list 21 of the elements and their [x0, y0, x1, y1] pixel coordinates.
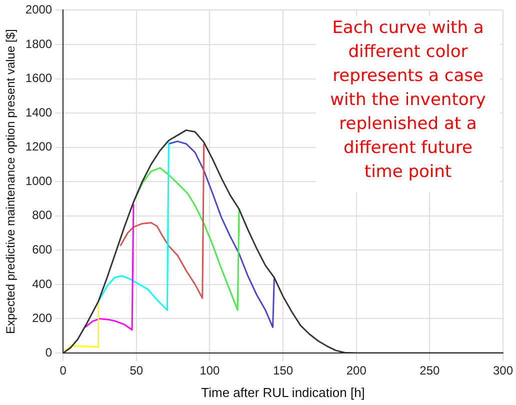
x-axis-title: Time after RUL indication [h]	[201, 384, 365, 400]
y-tick-label: 1800	[25, 36, 52, 51]
annotation: Each curve with a different color represents a case with the inventory replenished at a different future time point	[330, 18, 486, 182]
y-tick-label: 1600	[25, 71, 52, 86]
x-tick-label: 0	[60, 364, 67, 378]
y-tick-label: 1400	[25, 105, 52, 120]
y-axis-title: Expected predictive maintenance option present value [$]	[4, 29, 18, 334]
x-tick-label: 150	[273, 364, 294, 378]
x-tick-label: 250	[420, 364, 440, 378]
x-tick-label: 50	[130, 364, 144, 378]
y-tick-label: 400	[32, 276, 52, 291]
y-tick-label: 800	[32, 208, 52, 222]
y-tick-label: 2000	[25, 2, 52, 17]
x-tick-label: 100	[200, 364, 220, 378]
x-tick-label: 300	[492, 364, 514, 378]
y-tick-label: 0	[45, 345, 52, 360]
y-tick-label: 200	[32, 311, 52, 326]
y-tick-label: 600	[32, 242, 52, 256]
x-tick-label: 200	[346, 364, 367, 378]
y-tick-label: 1200	[25, 140, 52, 154]
y-tick-label: 1000	[25, 174, 52, 188]
